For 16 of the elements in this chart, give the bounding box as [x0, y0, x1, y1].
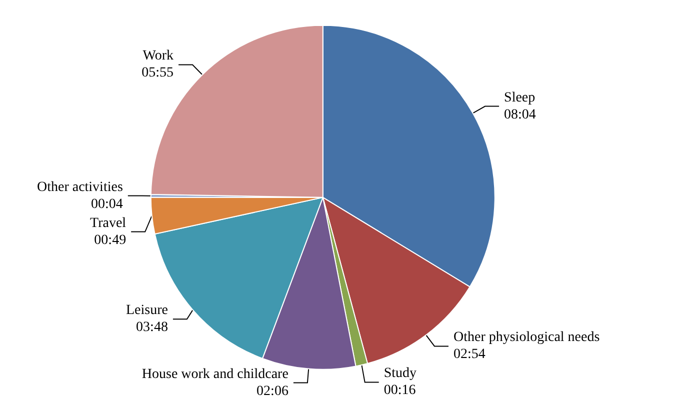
- slice-label: Work: [142, 48, 174, 64]
- slice-label: Study: [384, 366, 417, 382]
- data-label: 00:49: [94, 232, 126, 248]
- data-label: 00:16: [384, 383, 416, 398]
- slice-label: Leisure: [126, 303, 168, 318]
- slice-label: Other activities: [36, 180, 123, 195]
- data-label: 02:06: [256, 384, 288, 399]
- data-label: 03:48: [136, 320, 168, 336]
- data-label: 08:04: [504, 107, 536, 122]
- data-label: 05:55: [142, 66, 174, 81]
- data-label: 02:54: [453, 347, 486, 362]
- data-label: 00:04: [91, 196, 123, 212]
- slice-label: Sleep: [504, 90, 536, 106]
- slice-label: Travel: [90, 216, 126, 231]
- slice-label: Other physiological needs: [453, 330, 600, 346]
- slice-label: House work and childcare: [142, 366, 288, 382]
